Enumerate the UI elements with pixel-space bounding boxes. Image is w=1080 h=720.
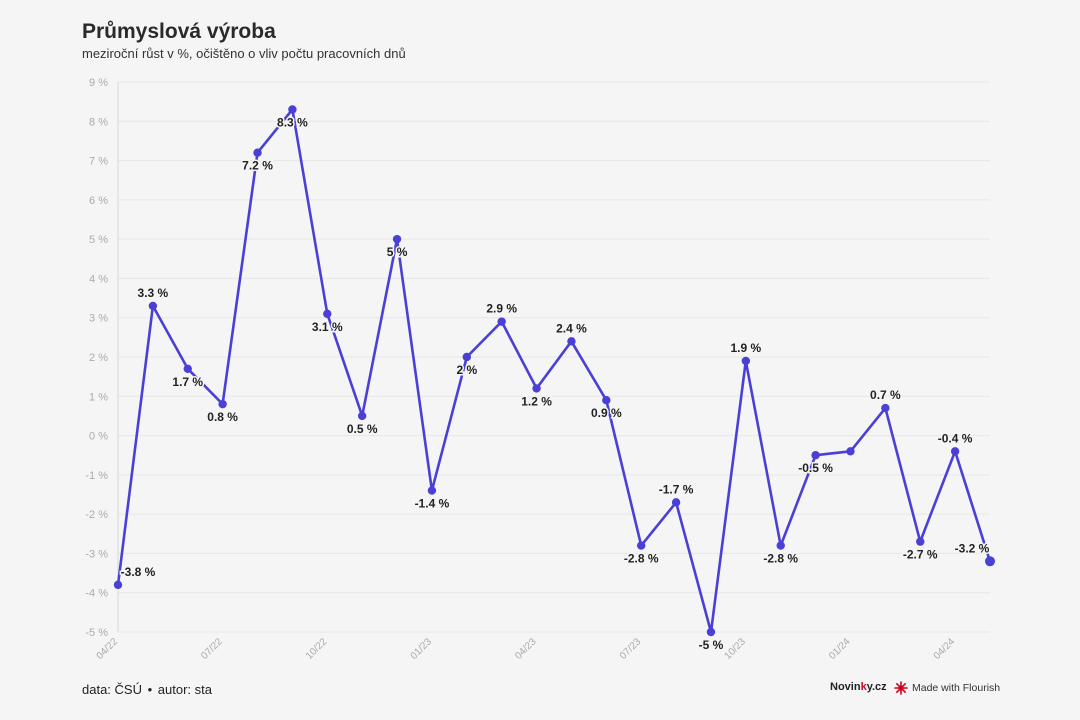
data-point[interactable] — [950, 447, 960, 456]
data-label: -0.5 % — [798, 461, 833, 475]
data-label: 1.7 % — [172, 375, 203, 389]
novinky-logo[interactable]: Novinky.cz — [830, 681, 887, 693]
data-point[interactable] — [532, 384, 541, 393]
data-label: 2 % — [456, 363, 477, 377]
data-point[interactable] — [323, 309, 332, 318]
data-point[interactable] — [916, 537, 925, 546]
data-point[interactable] — [567, 337, 576, 346]
author: autor: sta — [157, 682, 212, 697]
brand-accent: k — [860, 681, 867, 693]
data-point[interactable] — [148, 301, 158, 311]
data-point[interactable] — [392, 234, 402, 244]
series-line — [116, 108, 992, 634]
data-point[interactable] — [985, 556, 995, 567]
data-label: 1.2 % — [521, 394, 552, 408]
data-label: 1.9 % — [730, 341, 761, 355]
data-point[interactable] — [741, 356, 751, 366]
data-point[interactable] — [462, 352, 471, 362]
series-line-layer — [116, 108, 992, 634]
chart-subtitle: meziroční růst v %, očištěno o vliv počt… — [82, 46, 406, 61]
y-tick-label: -1 % — [85, 470, 108, 482]
data-label: 3.1 % — [312, 320, 343, 334]
data-point[interactable] — [113, 580, 123, 590]
data-label: 5 % — [387, 245, 408, 259]
data-point[interactable] — [253, 148, 262, 157]
x-axis: 04/22 07/22 10/22 01/23 04/23 07/23 10/23 01/24… — [95, 636, 958, 662]
source-note: data: ČSÚ • autor: sta — [82, 682, 212, 697]
y-axis: -5 % -4 % -3 % -2 % -1 % 0 % 1 % 2 % 3 % 4 % 5 % 6 … — [85, 77, 119, 639]
data-point[interactable] — [288, 105, 297, 114]
brand-suffix: y.cz — [866, 681, 887, 693]
data-point[interactable] — [427, 486, 437, 495]
data-label: -3.2 % — [955, 541, 990, 555]
y-tick-label: 8 % — [89, 116, 108, 128]
data-label: 0.7 % — [870, 388, 901, 402]
x-tick-label: 07/22 — [199, 636, 225, 662]
x-tick-label: 01/23 — [409, 636, 435, 662]
data-source: data: ČSÚ — [82, 682, 142, 697]
data-points — [113, 105, 995, 637]
data-label: -2.7 % — [903, 548, 938, 562]
y-tick-label: 2 % — [89, 352, 108, 364]
data-point[interactable] — [706, 627, 716, 637]
separator: • — [147, 682, 153, 697]
x-tick-label: 04/23 — [513, 636, 539, 662]
data-point[interactable] — [183, 364, 192, 373]
y-tick-label: 9 % — [89, 77, 108, 89]
data-point[interactable] — [846, 447, 855, 456]
data-label: -1.4 % — [415, 497, 450, 511]
data-point[interactable] — [881, 403, 890, 413]
x-tick-label: 10/23 — [722, 636, 748, 662]
data-point[interactable] — [811, 451, 820, 460]
data-point[interactable] — [497, 317, 506, 326]
data-point[interactable] — [218, 399, 227, 409]
data-label: -2.8 % — [624, 552, 659, 566]
y-tick-label: 6 % — [89, 195, 108, 207]
made-with-flourish-text: Made with Flourish — [912, 682, 1001, 694]
chart-title: Průmyslová výroba — [82, 20, 276, 43]
data-point[interactable] — [776, 541, 785, 550]
y-tick-label: 4 % — [89, 273, 108, 285]
data-label: 7.2 % — [242, 159, 273, 173]
x-tick-label: 07/23 — [618, 636, 644, 662]
y-tick-label: -4 % — [85, 588, 108, 600]
data-label: -5 % — [699, 638, 724, 652]
data-label: 2.9 % — [486, 302, 517, 316]
data-label: 8.3 % — [277, 116, 308, 130]
data-point[interactable] — [602, 396, 611, 405]
y-tick-label: 0 % — [89, 431, 108, 443]
y-tick-label: 3 % — [89, 313, 108, 325]
data-label: 3.3 % — [138, 286, 169, 300]
brand-prefix: Novin — [830, 681, 861, 693]
x-tick-label: 01/24 — [827, 636, 853, 662]
data-label: -3.8 % — [121, 565, 156, 579]
flourish-icon — [894, 681, 908, 695]
data-point[interactable] — [637, 541, 646, 550]
data-label: 0.9 % — [591, 406, 622, 420]
data-label: 0.8 % — [207, 410, 238, 424]
y-tick-label: -2 % — [85, 509, 108, 521]
gridlines — [118, 81, 990, 633]
x-tick-label: 10/22 — [304, 636, 330, 662]
y-tick-label: 7 % — [89, 156, 108, 168]
data-label: -0.4 % — [938, 431, 973, 445]
made-with-flourish-link[interactable]: Made with Flourish — [894, 680, 1000, 696]
data-label: -1.7 % — [659, 482, 694, 496]
data-point[interactable] — [357, 411, 367, 421]
y-tick-label: 5 % — [89, 234, 108, 246]
data-label: 0.5 % — [347, 422, 378, 436]
data-point[interactable] — [671, 498, 681, 507]
y-tick-label: 1 % — [89, 391, 108, 403]
x-tick-label: 04/24 — [932, 636, 958, 662]
data-label: 2.4 % — [556, 321, 587, 335]
data-labels: -3.8 % 3.3 % 1.7 % 0.8 % 7.2 % 8.3 % 3.1 % 0.5 … — [119, 114, 991, 654]
y-tick-label: -3 % — [85, 548, 108, 560]
x-tick-label: 04/22 — [95, 636, 121, 662]
data-label: -2.8 % — [763, 552, 798, 566]
y-tick-label: -5 % — [85, 627, 108, 639]
